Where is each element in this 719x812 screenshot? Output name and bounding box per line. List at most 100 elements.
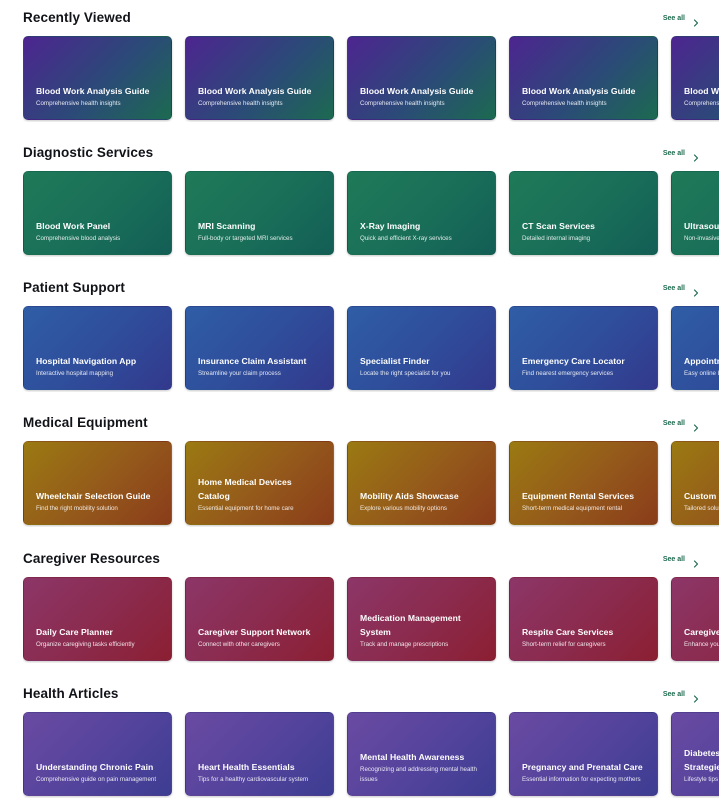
- content-card[interactable]: Blood Work Analysis Guide Comprehensive h…: [23, 36, 172, 120]
- card-body: Heart Health Essentials Tips for a health…: [198, 760, 325, 785]
- card-body: Home Medical Devices Catalog Essential eq…: [198, 475, 325, 514]
- section-header: Caregiver Resources See all: [23, 548, 699, 570]
- section-title: Diagnostic Services: [23, 145, 154, 160]
- card-body: Pregnancy and Prenatal Care Essential inf…: [522, 760, 649, 785]
- content-card[interactable]: Home Medical Devices Catalog Essential eq…: [185, 441, 334, 525]
- card-title: Heart Health Essentials: [198, 761, 295, 772]
- content-card[interactable]: Medication Management System Track and ma…: [347, 577, 496, 661]
- card-subtitle: Comprehensive health insights: [522, 99, 607, 107]
- content-card[interactable]: Mental Health Awareness Recognizing and a…: [347, 712, 496, 796]
- chevron-right-icon: [693, 690, 699, 703]
- see-all-label: See all: [662, 284, 685, 292]
- content-card[interactable]: Blood Work Analysis Guide Comprehensive h…: [347, 36, 496, 120]
- card-title: CT Scan Services: [522, 220, 595, 231]
- see-all-link[interactable]: See all: [663, 277, 699, 299]
- content-card[interactable]: Respite Care Services Short-term relief f…: [509, 577, 658, 661]
- content-card[interactable]: Emergency Care Locator Find nearest emerg…: [509, 306, 658, 390]
- card-body: Blood Work Analysis Guide Comprehensive h…: [198, 84, 325, 109]
- card-body: Wheelchair Selection Guide Find the right…: [36, 489, 163, 514]
- card-body: Respite Care Services Short-term relief f…: [522, 625, 649, 650]
- content-card[interactable]: Appointment Scheduler Easy online booking: [671, 306, 719, 390]
- content-card[interactable]: Daily Care Planner Organize caregiving ta…: [23, 577, 172, 661]
- section-header: Health Articles See all: [23, 683, 699, 705]
- card-title: Hospital Navigation App: [36, 355, 137, 366]
- card-body: Blood Work Analysis Guide Comprehensive h…: [684, 84, 719, 109]
- card-body: Medication Management System Track and ma…: [360, 611, 487, 650]
- content-card[interactable]: Specialist Finder Locate the right specia…: [347, 306, 496, 390]
- card-subtitle: Streamline your claim process: [198, 369, 281, 377]
- card-carousel[interactable]: Hospital Navigation App Interactive hospi…: [23, 306, 719, 392]
- content-card[interactable]: Caregiver Training Enhance your skills: [671, 577, 719, 661]
- card-title: Ultrasound: [684, 220, 719, 231]
- card-body: Blood Work Analysis Guide Comprehensive h…: [360, 84, 487, 109]
- section-medical-equipment: Medical Equipment See all Wheelchair Selec…: [0, 412, 719, 547]
- see-all-link[interactable]: See all: [663, 142, 699, 164]
- card-carousel[interactable]: Blood Work Analysis Guide Comprehensive h…: [23, 36, 719, 122]
- content-card[interactable]: Blood Work Panel Comprehensive blood anal…: [23, 171, 172, 255]
- card-carousel[interactable]: Understanding Chronic Pain Comprehensive …: [23, 712, 719, 798]
- content-card[interactable]: Blood Work Analysis Guide Comprehensive h…: [509, 36, 658, 120]
- card-subtitle: Short-term relief for caregivers: [522, 640, 606, 648]
- card-title: Blood Work Analysis Guide: [36, 85, 150, 96]
- card-title: Blood Work Analysis Guide: [684, 85, 719, 96]
- section-recently-viewed: Recently Viewed See all Blood Work Analysi…: [0, 7, 719, 142]
- content-card[interactable]: MRI Scanning Full-body or targeted MRI se…: [185, 171, 334, 255]
- content-card[interactable]: Blood Work Analysis Guide Comprehensive h…: [185, 36, 334, 120]
- card-title: Mental Health Awareness: [360, 752, 465, 762]
- section-header: Diagnostic Services See all: [23, 142, 699, 164]
- content-card[interactable]: Caregiver Support Network Connect with ot…: [185, 577, 334, 661]
- card-carousel[interactable]: Wheelchair Selection Guide Find the right…: [23, 441, 719, 527]
- section-patient-support: Patient Support See all Hospital Navigatio…: [0, 277, 719, 412]
- section-title: Patient Support: [23, 280, 125, 295]
- card-title: Blood Work Panel: [36, 220, 111, 231]
- card-subtitle: Connect with other caregivers: [198, 640, 280, 648]
- card-subtitle: Non-invasive imaging: [684, 234, 719, 242]
- card-title: Blood Work Analysis Guide: [522, 85, 636, 96]
- content-card[interactable]: CT Scan Services Detailed internal imagin…: [509, 171, 658, 255]
- section-health-articles: Health Articles See all Understanding Chro…: [0, 683, 719, 812]
- card-subtitle: Quick and efficient X-ray services: [360, 234, 452, 242]
- see-all-link[interactable]: See all: [663, 683, 699, 705]
- card-subtitle: Comprehensive health insights: [360, 99, 445, 107]
- content-card[interactable]: Ultrasound Non-invasive imaging: [671, 171, 719, 255]
- card-body: Specialist Finder Locate the right specia…: [360, 354, 487, 379]
- content-card[interactable]: Equipment Rental Services Short-term medi…: [509, 441, 658, 525]
- content-card[interactable]: Insurance Claim Assistant Streamline your…: [185, 306, 334, 390]
- see-all-label: See all: [662, 690, 685, 698]
- section-caregiver-resources: Caregiver Resources See all Daily Care Pla…: [0, 548, 719, 683]
- card-title: Diabetes Management Strategies: [684, 747, 719, 772]
- content-card[interactable]: Diabetes Management Strategies Lifestyle …: [671, 712, 719, 796]
- content-card[interactable]: Mobility Aids Showcase Explore various mo…: [347, 441, 496, 525]
- card-subtitle: Comprehensive health insights: [36, 99, 121, 107]
- chevron-right-icon: [693, 284, 699, 297]
- content-card[interactable]: Understanding Chronic Pain Comprehensive …: [23, 712, 172, 796]
- card-subtitle: Tailored solutions: [684, 504, 719, 512]
- card-subtitle: Organize caregiving tasks efficiently: [36, 640, 135, 648]
- section-header: Recently Viewed See all: [23, 7, 699, 29]
- card-body: Emergency Care Locator Find nearest emerg…: [522, 354, 649, 379]
- see-all-link[interactable]: See all: [663, 7, 699, 29]
- card-subtitle: Short-term medical equipment rental: [522, 504, 623, 512]
- see-all-link[interactable]: See all: [663, 412, 699, 434]
- content-card[interactable]: Wheelchair Selection Guide Find the right…: [23, 441, 172, 525]
- card-subtitle: Explore various mobility options: [360, 504, 448, 512]
- card-subtitle: Comprehensive guide on pain management: [36, 775, 157, 783]
- chevron-right-icon: [693, 419, 699, 432]
- card-title: Insurance Claim Assistant: [198, 355, 307, 366]
- content-card[interactable]: Pregnancy and Prenatal Care Essential inf…: [509, 712, 658, 796]
- card-title: MRI Scanning: [198, 220, 256, 231]
- card-body: Blood Work Analysis Guide Comprehensive h…: [36, 84, 163, 109]
- card-body: Appointment Scheduler Easy online booking: [684, 354, 719, 379]
- card-title: Appointment Scheduler: [684, 355, 719, 366]
- chevron-right-icon: [693, 14, 699, 27]
- card-carousel[interactable]: Daily Care Planner Organize caregiving ta…: [23, 577, 719, 663]
- content-card[interactable]: Heart Health Essentials Tips for a health…: [185, 712, 334, 796]
- content-card[interactable]: Blood Work Analysis Guide Comprehensive h…: [671, 36, 719, 120]
- content-card[interactable]: Custom Medical Furniture Tailored solutio…: [671, 441, 719, 525]
- card-carousel[interactable]: Blood Work Panel Comprehensive blood anal…: [23, 171, 719, 257]
- see-all-link[interactable]: See all: [663, 548, 699, 570]
- content-card[interactable]: Hospital Navigation App Interactive hospi…: [23, 306, 172, 390]
- card-subtitle: Track and manage prescriptions: [360, 640, 449, 648]
- content-card[interactable]: X-Ray Imaging Quick and efficient X-ray s…: [347, 171, 496, 255]
- see-all-label: See all: [662, 149, 685, 157]
